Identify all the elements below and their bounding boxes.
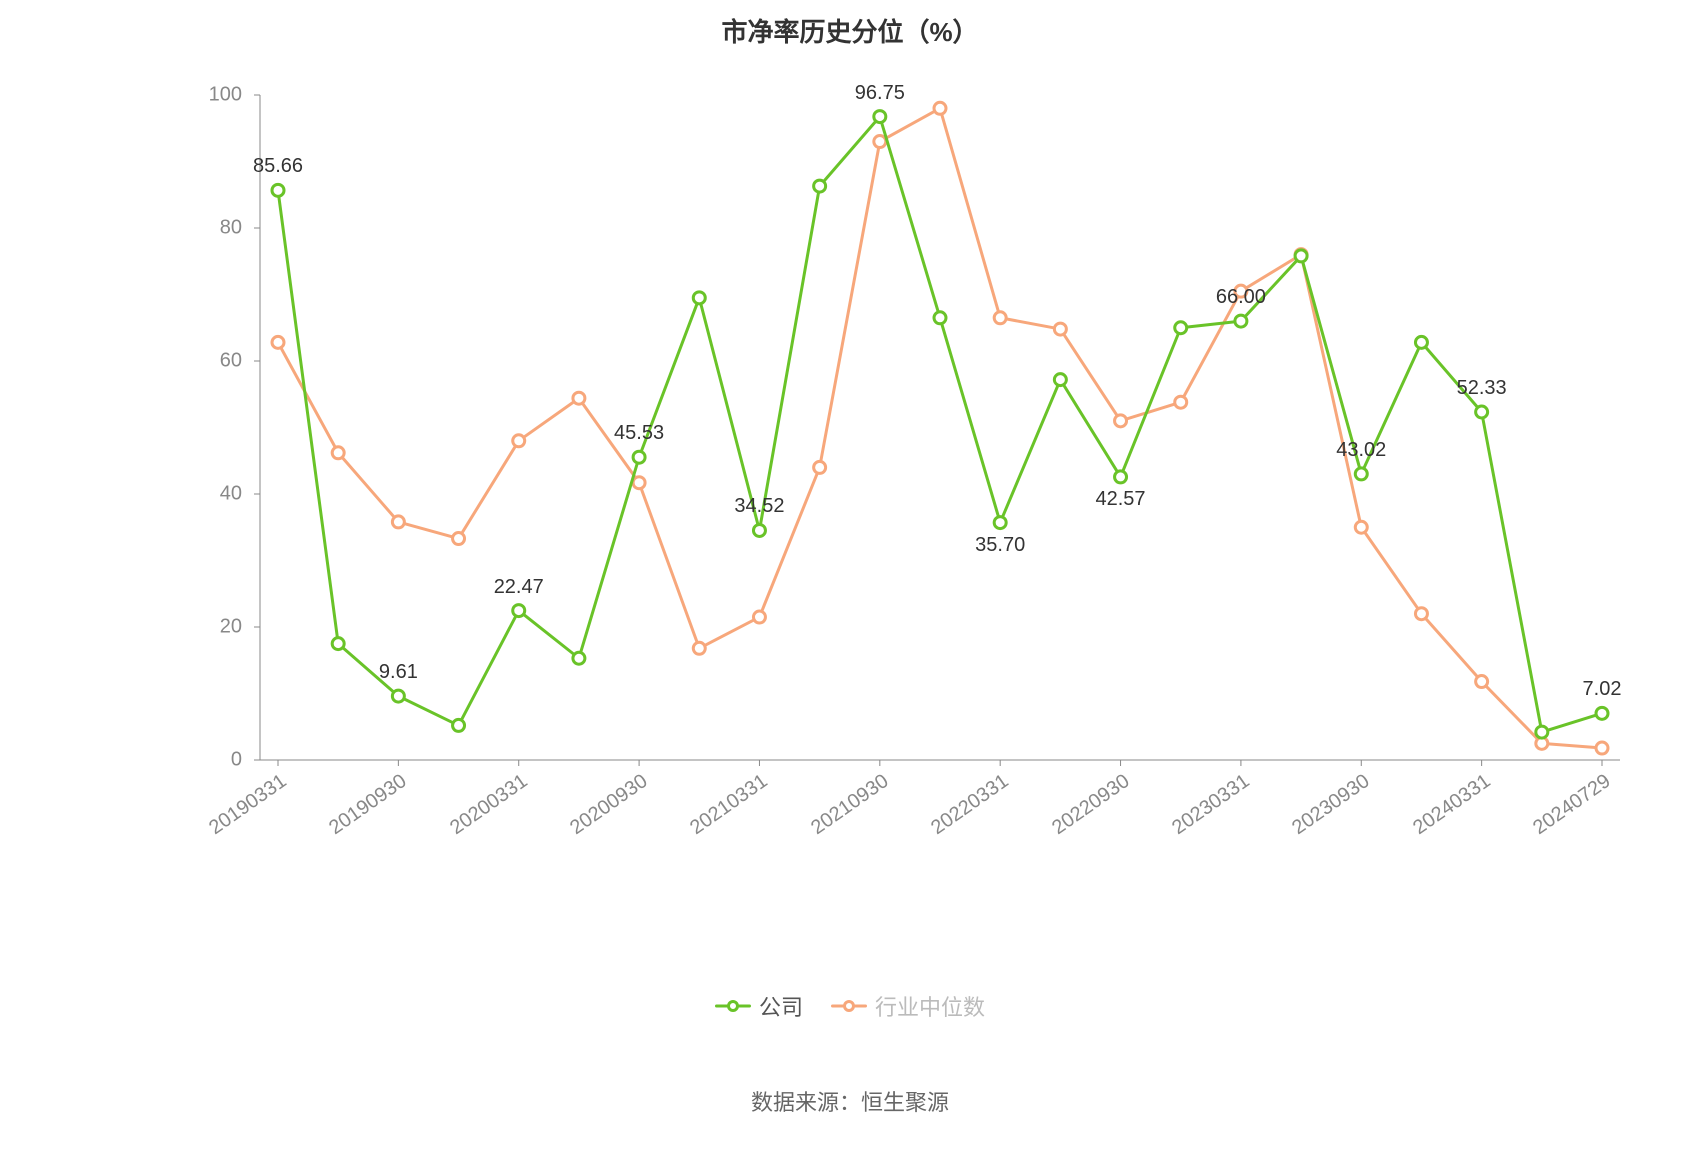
data-labels-layer: 85.669.6122.4745.5334.5296.7535.7042.576… bbox=[260, 95, 1620, 760]
data-point-label: 66.00 bbox=[1216, 286, 1266, 309]
chart-title: 市净率历史分位（%） bbox=[0, 0, 1700, 49]
legend-item[interactable]: 公司 bbox=[715, 990, 803, 1022]
y-tick-label: 20 bbox=[220, 616, 260, 639]
x-tick-label: 20200331 bbox=[446, 770, 532, 840]
x-tick-label: 20200930 bbox=[566, 770, 652, 840]
x-tick-label: 20230331 bbox=[1168, 770, 1254, 840]
data-point-label: 9.61 bbox=[379, 661, 418, 684]
data-point-label: 42.57 bbox=[1096, 488, 1146, 511]
x-tick-label: 20190930 bbox=[325, 770, 411, 840]
y-tick-label: 0 bbox=[231, 749, 260, 772]
legend-swatch bbox=[715, 998, 751, 1014]
data-point-label: 96.75 bbox=[855, 82, 905, 105]
data-point-label: 45.53 bbox=[614, 422, 664, 445]
x-tick-label: 20220930 bbox=[1048, 770, 1134, 840]
x-tick-label: 20210930 bbox=[807, 770, 893, 840]
y-tick-label: 80 bbox=[220, 217, 260, 240]
legend-label: 公司 bbox=[759, 990, 803, 1022]
data-point-label: 43.02 bbox=[1336, 439, 1386, 462]
chart-plot-area: 020406080100 85.669.6122.4745.5334.5296.… bbox=[260, 95, 1620, 760]
legend-label: 行业中位数 bbox=[875, 990, 985, 1022]
legend-swatch bbox=[831, 998, 867, 1014]
data-point-label: 52.33 bbox=[1457, 377, 1507, 400]
x-tick-label: 20240729 bbox=[1529, 770, 1615, 840]
data-point-label: 35.70 bbox=[975, 534, 1025, 557]
y-tick-label: 60 bbox=[220, 350, 260, 373]
chart-container: 市净率历史分位（%） 0 20 40 60 80 100 85.66 9.61 22.47 45… bbox=[0, 0, 1700, 1150]
data-point-label: 7.02 bbox=[1583, 678, 1622, 701]
data-point-label: 34.52 bbox=[734, 495, 784, 518]
data-point-label: 22.47 bbox=[494, 576, 544, 599]
y-tick-label: 100 bbox=[209, 84, 260, 107]
x-tick-label: 20190331 bbox=[205, 770, 291, 840]
x-tick-label: 20230930 bbox=[1288, 770, 1374, 840]
legend: 公司 行业中位数 bbox=[0, 990, 1700, 1022]
legend-item[interactable]: 行业中位数 bbox=[831, 990, 985, 1022]
y-tick-label: 40 bbox=[220, 483, 260, 506]
data-point-label: 85.66 bbox=[253, 155, 303, 178]
data-source: 数据来源：恒生聚源 bbox=[0, 1085, 1700, 1117]
x-tick-label: 20240331 bbox=[1409, 770, 1495, 840]
x-tick-label: 20210331 bbox=[687, 770, 773, 840]
x-tick-label: 20220331 bbox=[927, 770, 1013, 840]
